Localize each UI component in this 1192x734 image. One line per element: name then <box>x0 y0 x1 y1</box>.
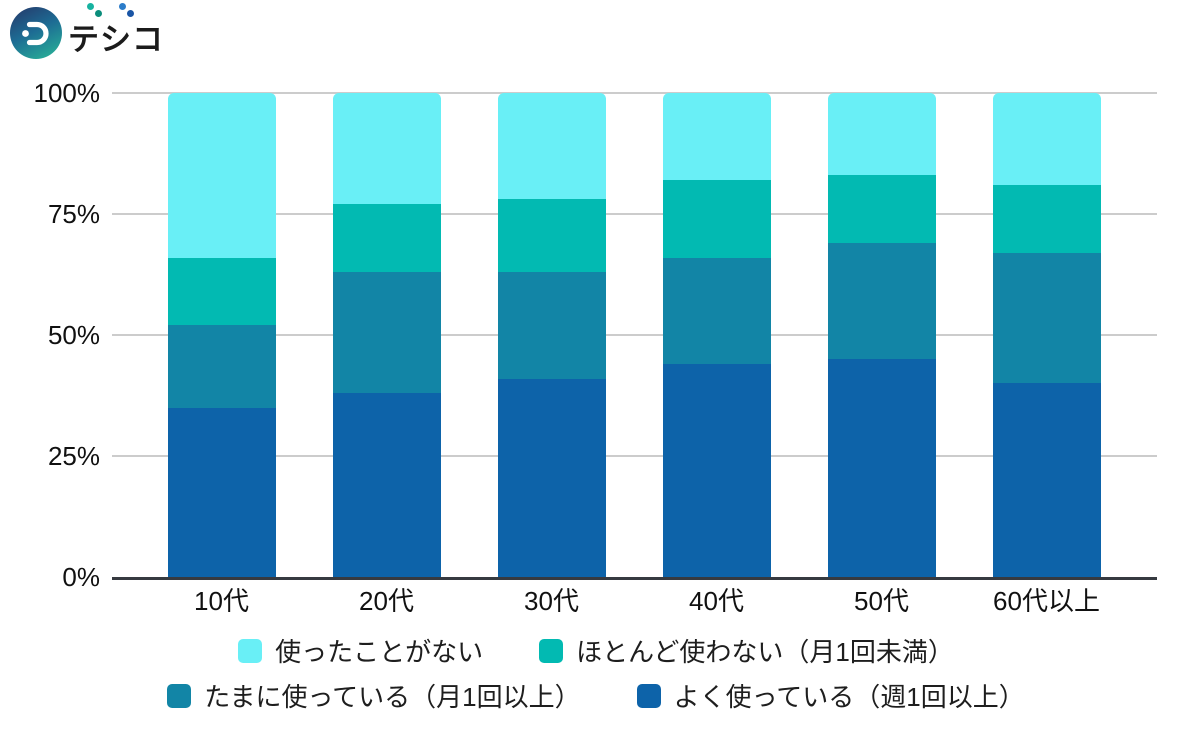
legend-label: 使ったことがない <box>275 637 484 667</box>
legend-swatch <box>167 683 192 708</box>
logo-d-dot <box>22 30 29 37</box>
bar-segment[interactable] <box>167 93 276 258</box>
digiko-logo: テ シ コ <box>10 2 164 59</box>
x-tick-label: 40代 <box>689 586 744 616</box>
legend-item[interactable]: よく使っている（週1回以上） <box>636 677 1025 714</box>
bar-segment[interactable] <box>827 243 936 360</box>
y-tick-label: 100% <box>33 78 101 108</box>
legend-item[interactable]: たまに使っている（月1回以上） <box>167 677 581 714</box>
legend-row: たまに使っている（月1回以上） よく使っている（週1回以上） <box>167 677 1025 714</box>
bar-segment[interactable] <box>992 252 1101 384</box>
y-tick-label: 50% <box>47 320 100 350</box>
legend-swatch <box>636 683 661 708</box>
legend-label: たまに使っている（月1回以上） <box>204 682 581 712</box>
bar-column-1 <box>139 93 304 577</box>
bar-segment[interactable] <box>332 93 441 205</box>
bar-segment[interactable] <box>332 393 441 577</box>
chart-legend: 使ったことがない ほとんど使わない（月1回未満） たまに使っている（月1回以上） よく… <box>0 632 1192 714</box>
digiko-logo-icon <box>10 7 62 59</box>
legend-swatch <box>238 638 263 663</box>
bar-column-5 <box>799 93 964 577</box>
legend-item[interactable]: 使ったことがない <box>238 632 483 669</box>
bar-segment[interactable] <box>497 93 606 200</box>
bar-segment[interactable] <box>167 325 276 408</box>
gridline <box>112 213 1157 215</box>
bars-area <box>139 93 1129 577</box>
bar-segment[interactable] <box>167 407 276 577</box>
logo-circle <box>10 7 62 59</box>
legend-item[interactable]: ほとんど使わない（月1回未満） <box>539 632 954 669</box>
bar-segment[interactable] <box>662 93 771 181</box>
logo-text: テ シ コ <box>68 2 164 59</box>
bar-segment[interactable] <box>497 272 606 379</box>
x-tick-label: 10代 <box>194 586 249 616</box>
legend-label: よく使っている（週1回以上） <box>673 682 1025 712</box>
y-axis: 100% 75% 50% 25% 0% <box>0 78 101 592</box>
y-tick-label: 75% <box>47 199 100 229</box>
bar-segment[interactable] <box>662 180 771 258</box>
gridline <box>112 92 1157 94</box>
gridline <box>112 334 1157 336</box>
legend-swatch <box>539 638 564 663</box>
bar-segment[interactable] <box>332 272 441 394</box>
legend-label: ほとんど使わない（月1回未満） <box>576 637 954 667</box>
bar-segment[interactable] <box>662 364 771 577</box>
stacked-bar-6 <box>992 93 1101 577</box>
bar-segment[interactable] <box>827 93 936 176</box>
logo-d-shape <box>26 21 49 46</box>
bar-segment[interactable] <box>827 359 936 577</box>
bar-segment[interactable] <box>167 257 276 326</box>
x-tick-label: 60代以上 <box>993 586 1100 616</box>
x-tick-label: 50代 <box>854 586 909 616</box>
bar-column-2 <box>304 93 469 577</box>
bar-segment[interactable] <box>827 175 936 244</box>
bar-column-3 <box>469 93 634 577</box>
bar-segment[interactable] <box>992 383 1101 577</box>
dakuten-de-icon <box>87 2 104 18</box>
logo-char-ko: コ <box>132 21 164 57</box>
logo-char-de: テ <box>68 2 102 59</box>
bar-segment[interactable] <box>497 199 606 273</box>
legend-row: 使ったことがない ほとんど使わない（月1回未満） <box>238 632 954 669</box>
bar-segment[interactable] <box>332 204 441 273</box>
plot-area <box>112 92 1157 580</box>
bar-column-6 <box>964 93 1129 577</box>
gridline <box>112 455 1157 457</box>
x-tick-label: 30代 <box>524 586 579 616</box>
bar-segment[interactable] <box>992 93 1101 185</box>
stacked-bar-3 <box>497 93 606 577</box>
y-tick-label: 0% <box>62 562 100 592</box>
stacked-bar-4 <box>662 93 771 577</box>
stacked-bar-1 <box>167 93 276 577</box>
bar-column-4 <box>634 93 799 577</box>
bar-segment[interactable] <box>662 257 771 365</box>
logo-char-ji: シ <box>100 2 134 59</box>
stacked-bar-2 <box>332 93 441 577</box>
bar-segment[interactable] <box>992 184 1101 253</box>
stacked-bar-5 <box>827 93 936 577</box>
x-tick-label: 20代 <box>359 586 414 616</box>
x-axis-line <box>112 577 1157 580</box>
y-tick-label: 25% <box>47 441 100 471</box>
x-axis: 10代 20代 30代 40代 50代 60代以上 <box>139 587 1129 615</box>
dakuten-ji-icon <box>119 2 136 18</box>
bar-segment[interactable] <box>497 378 606 577</box>
